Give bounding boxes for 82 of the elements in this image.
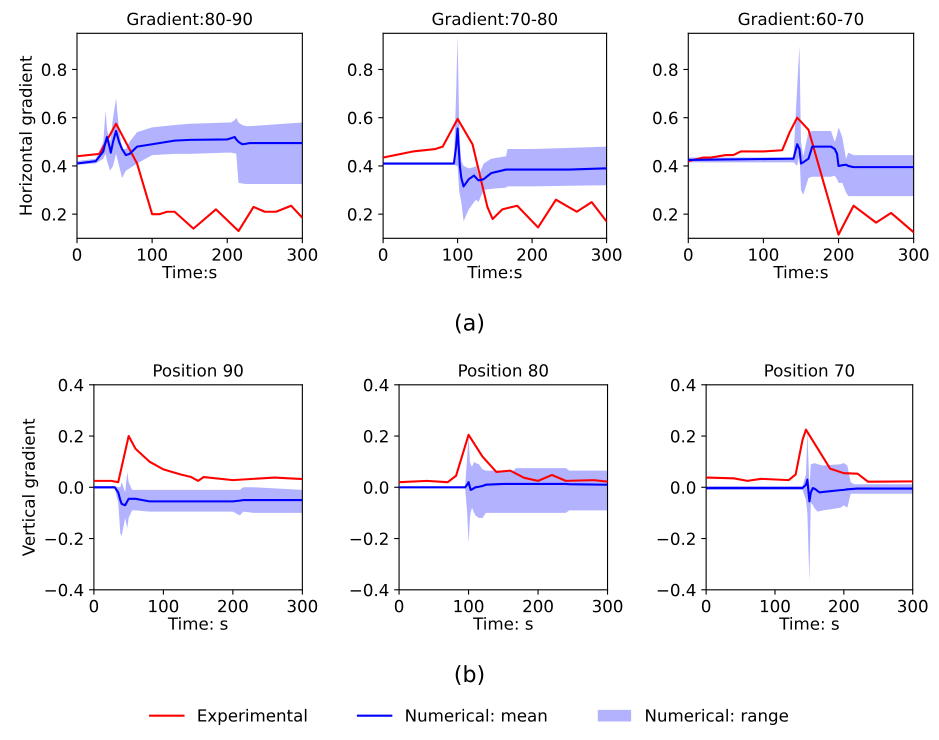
y-tick-label: 0.2 (42, 208, 66, 221)
x-tick-label: 300 (288, 248, 318, 261)
y-tick-label: 0.2 (671, 430, 695, 443)
x-axis-title: Time: s (168, 617, 228, 630)
x-tick-label: 300 (288, 600, 318, 612)
x-tick-label: 300 (899, 248, 928, 261)
chart-title: Gradient:70-80 (432, 12, 558, 26)
y-tick-label: 0.4 (42, 160, 66, 173)
x-tick-label: 200 (218, 600, 248, 612)
y-tick-label: 0.0 (671, 481, 696, 494)
y-tick-label: 0.4 (671, 378, 696, 392)
y-tick-label: −0.4 (350, 584, 388, 596)
text: (b) (456, 665, 484, 685)
x-tick-label: 300 (592, 248, 622, 261)
y-tick-label: 0.6 (348, 112, 372, 124)
x-tick-label: 200 (212, 248, 242, 261)
y-axis-title: Horizontal gradient (19, 56, 36, 214)
y-tick-label: 0.6 (42, 112, 66, 124)
line-series (94, 486, 302, 506)
chart-title: Position 80 (459, 364, 548, 377)
line-series (706, 478, 913, 502)
x-tick-label: 0 (90, 600, 98, 612)
x-tick-label: 0 (702, 600, 710, 612)
x-tick-label: 100 (454, 600, 484, 612)
y-tick-label: 0.6 (653, 112, 678, 124)
x-axis-title: Time:s (773, 266, 828, 278)
x-axis-title: Time:s (162, 266, 216, 278)
y-tick-label: 0.4 (58, 378, 84, 392)
y-tick-label: 0.8 (653, 63, 678, 76)
line-series (688, 116, 914, 236)
x-tick-label: 0 (72, 248, 82, 261)
text: (a) (456, 314, 484, 334)
y-tick-label: −0.4 (658, 584, 696, 596)
y-tick-label: −0.2 (658, 532, 695, 546)
x-axis-title: Time: s (779, 617, 839, 630)
text: Numerical: range (646, 708, 788, 725)
x-tick-label: 300 (898, 600, 928, 612)
y-tick-label: 0.4 (364, 378, 388, 392)
x-tick-label: 0 (684, 248, 692, 261)
y-tick-label: 0.0 (58, 481, 84, 494)
x-tick-label: 300 (592, 600, 622, 612)
x-axis-title: Time: s (473, 617, 533, 630)
y-tick-label: −0.4 (45, 584, 84, 596)
y-tick-label: 0.2 (653, 208, 677, 221)
line-series (383, 118, 607, 228)
legend-label: Experimental (198, 708, 306, 725)
line-series (706, 428, 913, 483)
x-tick-label: 0 (378, 248, 388, 261)
line-series (94, 435, 302, 484)
y-tick-label: 0.4 (348, 160, 372, 173)
x-axis-title: Time:s (467, 266, 522, 278)
x-tick-label: 100 (138, 248, 167, 261)
chart-title: Gradient:80-90 (127, 12, 252, 26)
line-series (383, 128, 607, 188)
line-series (399, 481, 608, 491)
y-tick-label: 0.4 (653, 160, 678, 173)
line-series (688, 143, 914, 168)
y-tick-label: 0.2 (348, 208, 372, 221)
chart-title: Position 90 (154, 364, 243, 377)
legend-label: Numerical: mean (406, 708, 546, 722)
x-tick-label: 0 (394, 600, 404, 612)
y-tick-label: −0.2 (350, 532, 388, 546)
x-tick-label: 200 (829, 600, 859, 612)
x-tick-label: 200 (523, 600, 553, 612)
y-tick-label: 0.2 (364, 430, 388, 443)
line-series (399, 434, 608, 484)
y-tick-label: −0.2 (45, 532, 83, 546)
line-series (77, 130, 302, 165)
x-tick-label: 200 (517, 248, 547, 261)
y-tick-label: 0.0 (364, 481, 388, 494)
y-axis-title: Vertical gradient (22, 418, 38, 556)
x-tick-label: 100 (149, 600, 178, 612)
x-tick-label: 100 (760, 600, 790, 612)
line-series (77, 122, 302, 232)
chart-title: Position 70 (765, 364, 854, 377)
x-tick-label: 200 (824, 248, 854, 261)
y-tick-label: 0.8 (348, 63, 372, 76)
chart-title: Gradient:60-70 (738, 12, 864, 26)
x-tick-label: 100 (444, 248, 472, 261)
x-tick-label: 100 (749, 248, 778, 261)
y-tick-label: 0.8 (42, 63, 66, 76)
y-tick-label: 0.2 (58, 430, 83, 443)
